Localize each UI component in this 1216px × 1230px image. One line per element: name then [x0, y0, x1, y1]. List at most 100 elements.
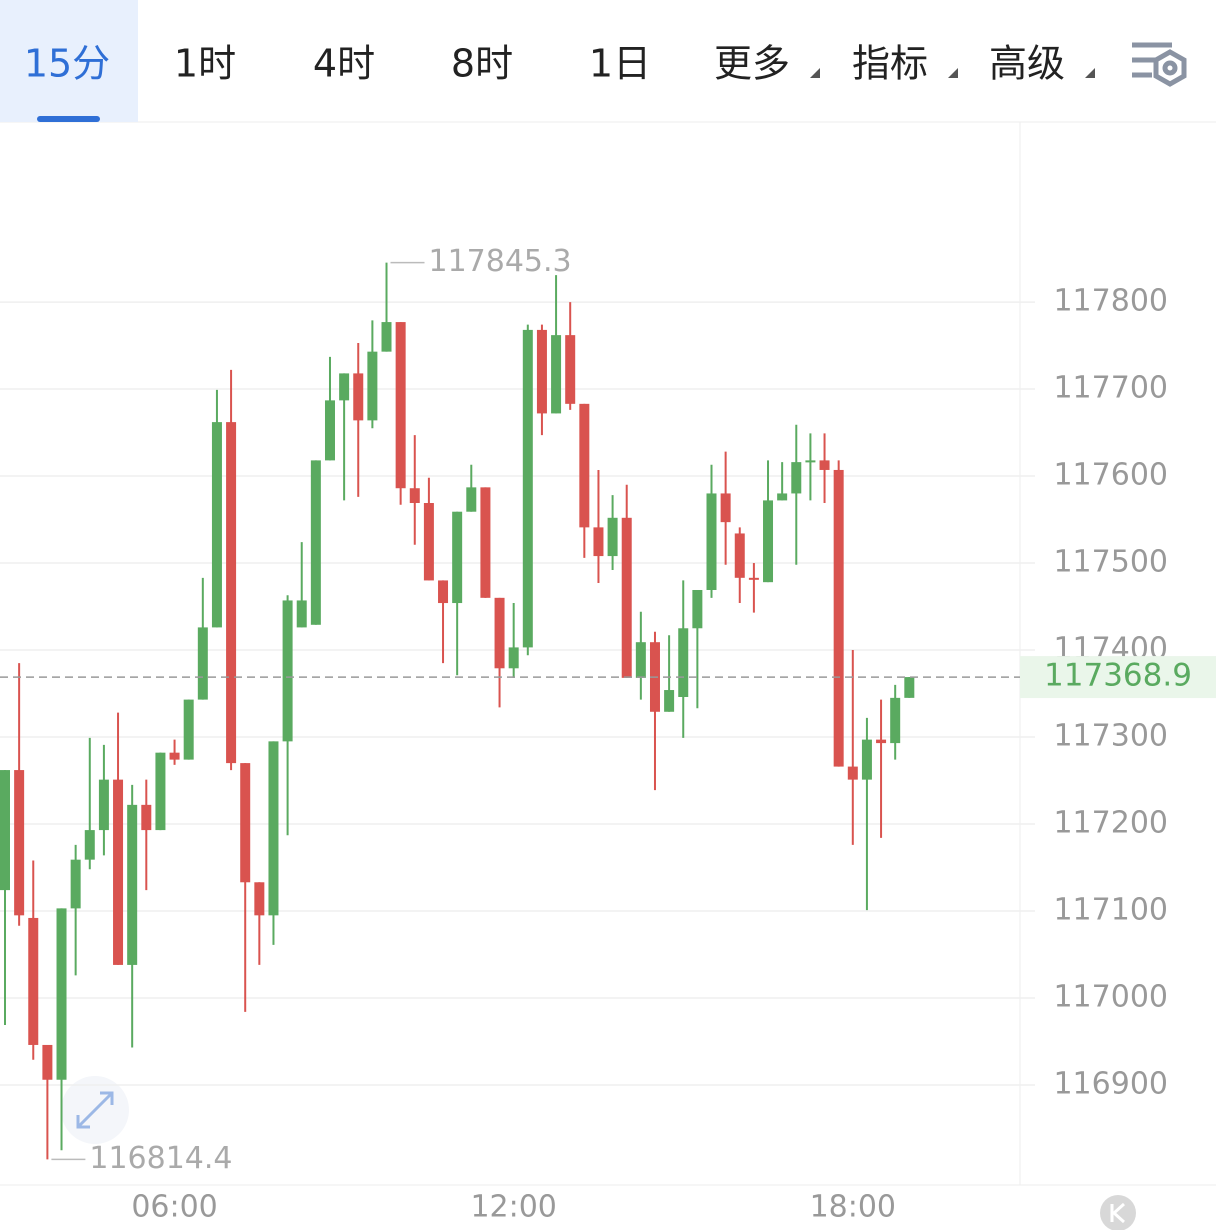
k-glyph — [1110, 1202, 1126, 1224]
tab[interactable]: 15分 — [24, 42, 110, 86]
candle-body — [254, 882, 265, 916]
candle-body — [678, 628, 689, 697]
tab[interactable]: 高级 — [989, 42, 1065, 86]
candle-body — [169, 752, 180, 760]
y-tick-label: 117300 — [1053, 719, 1168, 754]
candle-body — [579, 403, 590, 528]
candle-body — [536, 329, 547, 414]
y-tick-label: 117200 — [1053, 805, 1168, 840]
icon-dot — [1162, 60, 1178, 76]
candle-body — [14, 770, 25, 916]
dropdown-triangle — [1085, 68, 1095, 78]
candle-body — [423, 503, 434, 581]
active-tab-indicator — [37, 116, 100, 122]
candle-body — [0, 770, 10, 891]
candle-body — [777, 493, 788, 501]
candle-body — [466, 487, 477, 512]
candle-body — [381, 322, 392, 352]
k-button[interactable] — [1100, 1195, 1136, 1230]
candle-body — [240, 763, 251, 883]
candle-body — [56, 908, 67, 1080]
candle-body — [904, 677, 915, 698]
tab[interactable]: 4时 — [313, 42, 375, 86]
candle-body — [508, 647, 519, 669]
candle-body — [268, 741, 279, 916]
candle-body — [197, 627, 208, 700]
x-tick-label: 06:00 — [131, 1190, 217, 1225]
candle-body — [183, 699, 194, 760]
candle-body — [847, 766, 858, 780]
tab[interactable]: 1时 — [174, 42, 236, 86]
icon-hex — [1153, 49, 1187, 87]
current-price-bg — [1020, 656, 1216, 699]
tab[interactable]: 指标 — [852, 42, 928, 86]
candle-body — [791, 462, 802, 494]
expand-arrows — [76, 1091, 114, 1129]
candle-body — [706, 493, 717, 590]
candle-body — [70, 859, 81, 909]
candle-body — [28, 917, 39, 1045]
candle-body — [98, 779, 109, 831]
tab[interactable]: 1日 — [589, 42, 651, 86]
candle-body — [155, 752, 166, 831]
candle-body — [593, 527, 604, 557]
candle-body — [367, 351, 378, 421]
y-tick-label: 117100 — [1053, 892, 1168, 927]
candle-body — [42, 1044, 53, 1080]
settings-icon[interactable] — [1132, 42, 1187, 87]
candle-body — [409, 488, 420, 504]
y-tick-label: 117600 — [1053, 458, 1168, 493]
candle-body — [522, 329, 533, 648]
y-tick-label: 117000 — [1053, 979, 1168, 1014]
high-annotation: 117845.3 — [429, 244, 572, 279]
x-tick-label: 18:00 — [810, 1190, 896, 1225]
candle-body — [664, 690, 675, 712]
candle-body — [748, 577, 759, 580]
candle-body — [805, 460, 816, 463]
candle-body — [551, 335, 562, 414]
candle-body — [452, 511, 463, 604]
y-tick-label: 117700 — [1053, 371, 1168, 406]
y-tick-label: 117800 — [1053, 284, 1168, 319]
y-tick-label: 117500 — [1053, 545, 1168, 580]
candle-body — [211, 422, 222, 628]
current-price-label: 117368.9 — [1044, 658, 1192, 694]
expand-icon[interactable] — [61, 1076, 129, 1144]
k-bg — [1100, 1195, 1136, 1230]
tab[interactable]: 更多 — [714, 42, 790, 86]
candle-body — [494, 597, 505, 669]
candle-body — [438, 580, 449, 604]
tab[interactable]: 8时 — [451, 42, 513, 86]
candle-body — [480, 487, 491, 598]
tab-bar — [0, 0, 1216, 122]
candle-body — [113, 779, 124, 965]
candle-body — [141, 804, 152, 831]
dropdown-triangle — [810, 68, 820, 78]
candle-body — [324, 400, 335, 461]
candle-body — [84, 830, 95, 860]
candle-body — [720, 493, 731, 523]
y-tick-label: 116900 — [1053, 1066, 1168, 1101]
candle-body — [621, 517, 632, 678]
candle-body — [861, 739, 872, 780]
candle-body — [565, 335, 576, 404]
candle-body — [395, 322, 406, 489]
candle-body — [819, 460, 830, 470]
candle-body — [226, 422, 237, 764]
candle-body — [127, 804, 138, 965]
candle-body — [635, 642, 646, 678]
candle-body — [876, 739, 887, 744]
active-tab-bg — [0, 0, 138, 122]
candle-body — [607, 517, 618, 557]
candle-body — [310, 460, 321, 625]
x-tick-label: 12:00 — [470, 1190, 556, 1225]
candle-body — [339, 373, 350, 401]
candle-body — [763, 500, 774, 583]
candle-body — [296, 600, 307, 628]
low-annotation: 116814.4 — [89, 1141, 232, 1176]
dropdown-triangle — [948, 68, 958, 78]
candle-body — [282, 600, 293, 742]
candle-body — [890, 697, 901, 744]
candle-body — [734, 533, 745, 578]
